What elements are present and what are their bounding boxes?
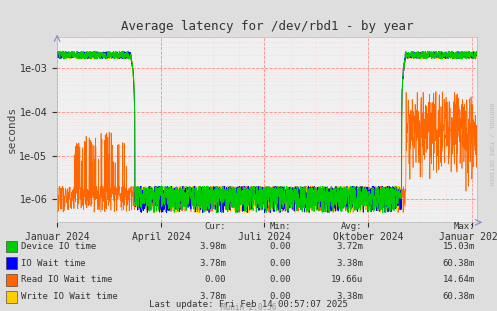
Text: IO Wait time: IO Wait time: [21, 259, 85, 268]
Bar: [6, 240, 17, 252]
Text: 0.00: 0.00: [269, 242, 291, 251]
Bar: [6, 291, 17, 303]
Text: 0.00: 0.00: [205, 276, 226, 285]
Text: RRDTOOL / TOBI OETIKER: RRDTOOL / TOBI OETIKER: [489, 103, 494, 185]
Text: 3.38m: 3.38m: [336, 259, 363, 268]
Text: Avg:: Avg:: [341, 221, 363, 230]
Text: 3.38m: 3.38m: [336, 292, 363, 301]
Bar: [6, 258, 17, 269]
Text: Last update: Fri Feb 14 00:57:07 2025: Last update: Fri Feb 14 00:57:07 2025: [149, 300, 348, 309]
Text: Munin 2.0.56: Munin 2.0.56: [221, 303, 276, 311]
Bar: [6, 274, 17, 286]
Text: 60.38m: 60.38m: [442, 259, 475, 268]
Text: 3.78m: 3.78m: [199, 259, 226, 268]
Text: Device IO time: Device IO time: [21, 242, 96, 251]
Text: 60.38m: 60.38m: [442, 292, 475, 301]
Y-axis label: seconds: seconds: [6, 106, 17, 153]
Title: Average latency for /dev/rbd1 - by year: Average latency for /dev/rbd1 - by year: [121, 21, 414, 33]
Text: 0.00: 0.00: [269, 276, 291, 285]
Text: 3.78m: 3.78m: [199, 292, 226, 301]
Text: 3.98m: 3.98m: [199, 242, 226, 251]
Text: 0.00: 0.00: [269, 292, 291, 301]
Text: 14.64m: 14.64m: [442, 276, 475, 285]
Text: 15.03m: 15.03m: [442, 242, 475, 251]
Text: Write IO Wait time: Write IO Wait time: [21, 292, 118, 301]
Text: Cur:: Cur:: [205, 221, 226, 230]
Text: 0.00: 0.00: [269, 259, 291, 268]
Text: Min:: Min:: [269, 221, 291, 230]
Text: Read IO Wait time: Read IO Wait time: [21, 276, 112, 285]
Text: Max:: Max:: [453, 221, 475, 230]
Text: 3.72m: 3.72m: [336, 242, 363, 251]
Text: 19.66u: 19.66u: [331, 276, 363, 285]
